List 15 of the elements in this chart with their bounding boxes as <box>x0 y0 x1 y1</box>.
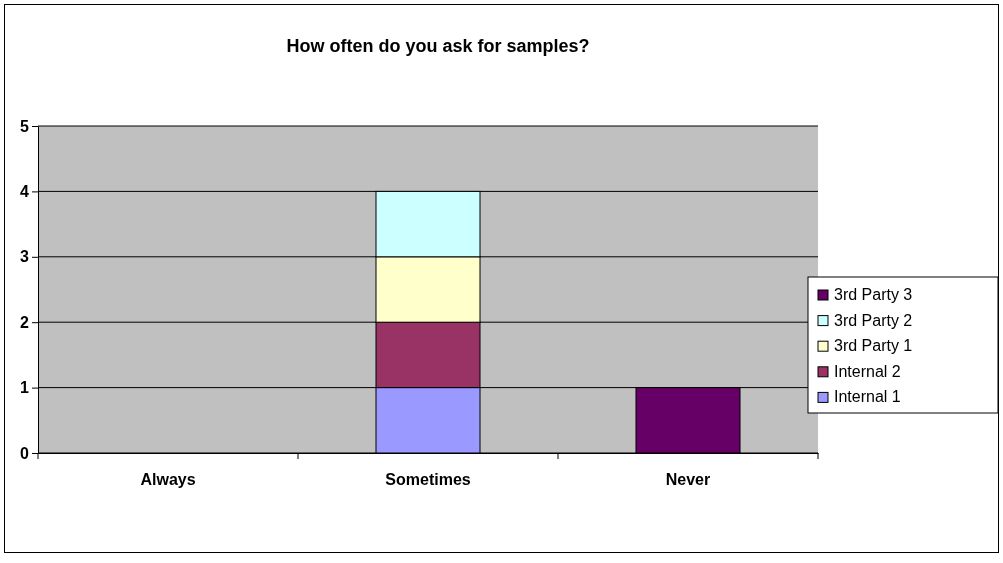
y-tick-label: 4 <box>20 183 30 201</box>
legend-label: Internal 1 <box>834 388 901 406</box>
legend-label: 3rd Party 1 <box>834 337 913 355</box>
y-tick-label: 5 <box>20 117 30 135</box>
chart-title: How often do you ask for samples? <box>286 36 590 56</box>
y-tick-label: 0 <box>20 444 30 462</box>
y-tick-label: 2 <box>20 313 30 331</box>
x-tick-label: Sometimes <box>385 470 471 488</box>
y-tick-label: 3 <box>20 248 30 266</box>
x-tick-label: Always <box>140 470 196 488</box>
legend-label: 3rd Party 2 <box>834 311 913 329</box>
y-tick-label: 1 <box>20 379 30 397</box>
legend-label: Internal 2 <box>834 362 901 380</box>
x-tick-label: Never <box>665 470 711 488</box>
legend-label: 3rd Party 3 <box>834 286 913 303</box>
